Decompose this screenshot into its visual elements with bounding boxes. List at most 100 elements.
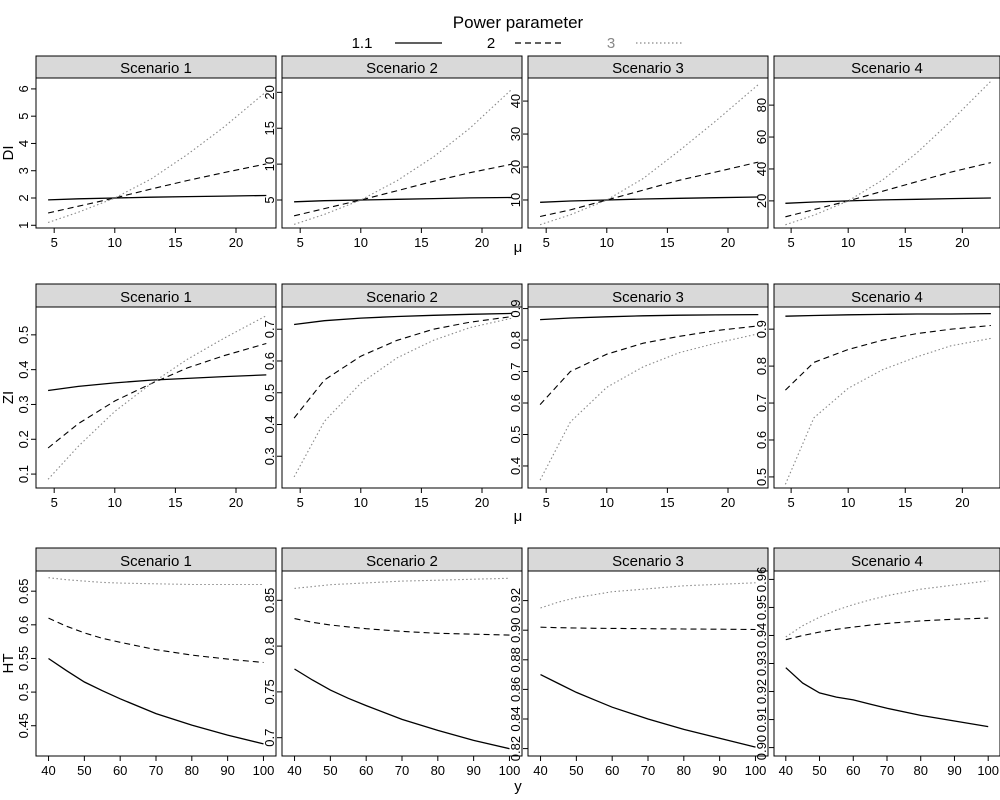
plot-area xyxy=(281,77,523,229)
y-tick-label: 0.94 xyxy=(754,623,769,648)
panel-r2-c4: Scenario 4 5 10 15 20 0.5 0.6 0.7 0.8 0.9 xyxy=(754,283,1000,510)
x-tick-label: 50 xyxy=(77,763,91,778)
x-tick-label: 60 xyxy=(113,763,127,778)
y-tick-label: 20 xyxy=(508,160,523,174)
y-tick-label: 40 xyxy=(508,94,523,108)
x-tick-label: 100 xyxy=(745,763,767,778)
x-tick-label: 80 xyxy=(185,763,199,778)
panel-r3-c1: Scenario 1 40 50 60 70 80 90 100 0.45 0.5 0.55 0.6 0… xyxy=(0,547,277,778)
x-tick-label: 5 xyxy=(788,495,795,510)
y-tick-label: 0.9 xyxy=(754,320,769,338)
y-tick-label: 10 xyxy=(262,157,277,171)
y-tick-label: 0.8 xyxy=(754,357,769,375)
y-tick-label: 20 xyxy=(754,194,769,208)
x-tick-label: 90 xyxy=(466,763,480,778)
y-tick-label: 0.45 xyxy=(16,713,31,738)
series-line-3 xyxy=(293,88,513,225)
x-tick-label: 60 xyxy=(359,763,373,778)
y-tick-label: 5 xyxy=(262,196,277,203)
x-tick-label: 80 xyxy=(431,763,445,778)
y-tick-label: 0.5 xyxy=(754,468,769,486)
series-line-3 xyxy=(47,315,267,480)
y-tick-label: 0.55 xyxy=(16,646,31,671)
x-tick-label: 80 xyxy=(913,763,927,778)
y-tick-label: 0.84 xyxy=(508,706,523,731)
x-tick-label: 5 xyxy=(297,495,304,510)
series-line-2 xyxy=(294,618,510,636)
y-tick-label: 0.86 xyxy=(508,677,523,702)
x-tick-label: 10 xyxy=(841,235,855,250)
y-tick-label: 0.8 xyxy=(508,331,523,349)
y-tick-label: 0.3 xyxy=(16,395,31,413)
panel-r1-c3: Scenario 3 5 10 15 20 10 20 30 40 xyxy=(508,55,769,250)
y-tick-label: 0.96 xyxy=(754,567,769,592)
plot-area xyxy=(773,306,1000,489)
x-tick-label: 15 xyxy=(414,495,428,510)
series-line-3 xyxy=(294,577,510,589)
series-line-1-1 xyxy=(540,313,759,321)
series-line-2 xyxy=(785,162,992,218)
x-tick-label: 10 xyxy=(600,235,614,250)
facet-title: Scenario 3 xyxy=(612,60,684,77)
x-tick-label: 10 xyxy=(841,495,855,510)
legend-entries: 1.1 2 3 xyxy=(352,35,684,52)
x-tick-label: 20 xyxy=(475,495,489,510)
series-line-1-1 xyxy=(785,667,989,728)
y-tick-label: 0.85 xyxy=(262,588,277,613)
x-tick-label: 5 xyxy=(788,235,795,250)
y-tick-label: 1 xyxy=(16,222,31,229)
plot-area xyxy=(773,77,1000,229)
plot-area xyxy=(527,77,769,229)
panels-grid: Scenario 1 5 10 15 20 1 2 3 4 5 6 DI Scenario 2 5 10 15… xyxy=(0,55,1000,778)
facet-title: Scenario 3 xyxy=(612,289,684,306)
y-tick-label: 10 xyxy=(508,193,523,207)
x-tick-label: 10 xyxy=(354,235,368,250)
y-tick-label: 80 xyxy=(754,98,769,112)
x-tick-label: 15 xyxy=(898,495,912,510)
x-tick-label: 10 xyxy=(108,495,122,510)
series-line-2 xyxy=(293,315,513,419)
y-tick-label: 0.2 xyxy=(16,430,31,448)
facet-title: Scenario 3 xyxy=(612,553,684,570)
y-tick-label: 0.4 xyxy=(16,361,31,379)
x-tick-label: 15 xyxy=(660,235,674,250)
panel-r3-c2: Scenario 2 40 50 60 70 80 90 100 0.7 0.75 0.8 0.85 xyxy=(262,547,523,778)
y-tick-label: 60 xyxy=(754,130,769,144)
y-tick-label: 0.4 xyxy=(508,457,523,475)
series-line-2 xyxy=(539,325,759,405)
series-line-1-1 xyxy=(48,194,267,201)
series-line-3 xyxy=(48,577,264,586)
legend-entry-label: 1.1 xyxy=(352,35,373,52)
y-tick-label: 0.7 xyxy=(508,362,523,380)
x-tick-label: 5 xyxy=(543,235,550,250)
series-line-2 xyxy=(540,626,756,631)
facet-title: Scenario 2 xyxy=(366,60,438,77)
y-tick-label: 0.6 xyxy=(508,394,523,412)
x-tick-label: 90 xyxy=(712,763,726,778)
x-tick-label: 5 xyxy=(543,495,550,510)
facet-title: Scenario 1 xyxy=(120,553,192,570)
legend-title: Power parameter xyxy=(453,13,584,32)
x-tick-label: 20 xyxy=(955,235,969,250)
y-tick-label: 0.7 xyxy=(262,729,277,747)
y-tick-label: 0.88 xyxy=(508,647,523,672)
y-tick-label: 40 xyxy=(754,162,769,176)
y-tick-label: 0.7 xyxy=(262,320,277,338)
panel-r2-c3: Scenario 3 5 10 15 20 0.4 0.5 0.6 0.7 0.8 0.9 xyxy=(508,283,769,510)
facet-title: Scenario 4 xyxy=(851,289,923,306)
x-tick-label: 15 xyxy=(414,235,428,250)
plot-area xyxy=(527,306,769,489)
x-tick-label: 15 xyxy=(898,235,912,250)
x-tick-label: 20 xyxy=(721,235,735,250)
x-tick-label: 5 xyxy=(51,235,58,250)
y-tick-label: 0.5 xyxy=(16,683,31,701)
y-tick-label: 0.7 xyxy=(754,394,769,412)
series-line-1-1 xyxy=(540,674,756,748)
series-line-2 xyxy=(47,342,267,449)
series-line-3 xyxy=(293,317,513,478)
facet-title: Scenario 1 xyxy=(120,289,192,306)
series-line-1-1 xyxy=(294,196,513,203)
x-tick-label: 20 xyxy=(229,495,243,510)
x-tick-label: 40 xyxy=(779,763,793,778)
